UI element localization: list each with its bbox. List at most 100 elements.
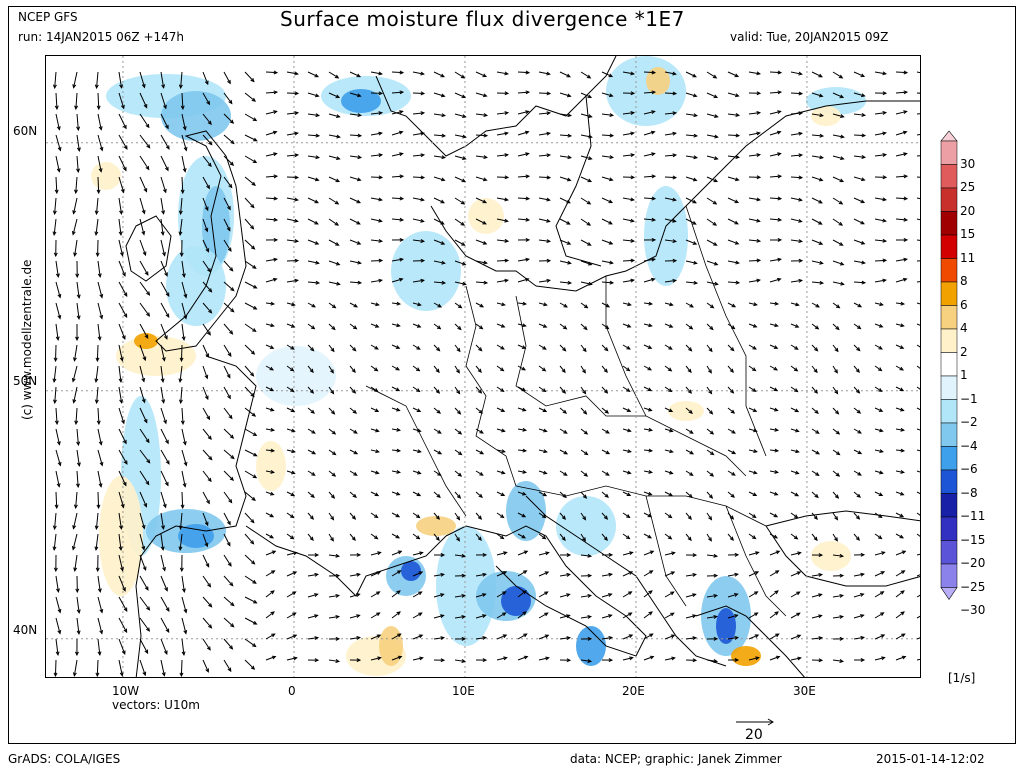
wind-arrow bbox=[433, 572, 446, 577]
wind-arrow bbox=[706, 113, 719, 118]
wind-arrow bbox=[832, 92, 845, 99]
wind-arrow bbox=[916, 323, 920, 326]
wind-arrow bbox=[706, 71, 718, 79]
wind-arrow bbox=[97, 113, 103, 131]
wind-arrow bbox=[202, 554, 210, 568]
wind-arrow bbox=[769, 237, 783, 242]
wind-arrow bbox=[874, 323, 884, 328]
wind-arrow bbox=[874, 197, 887, 202]
wind-arrow bbox=[475, 552, 488, 557]
wind-arrow bbox=[71, 533, 78, 551]
wind-arrow bbox=[96, 407, 101, 426]
wind-arrow bbox=[727, 260, 740, 265]
wind-arrow bbox=[538, 278, 552, 283]
wind-arrow bbox=[727, 635, 740, 640]
wind-arrow bbox=[517, 590, 527, 598]
wind-arrow bbox=[349, 533, 356, 542]
wind-arrow bbox=[307, 323, 316, 330]
wind-arrow bbox=[286, 218, 299, 223]
wind-arrow bbox=[370, 512, 379, 519]
wind-arrow bbox=[328, 491, 336, 499]
wind-arrow bbox=[76, 155, 80, 174]
wind-arrow bbox=[328, 323, 336, 331]
wind-arrow bbox=[54, 176, 59, 195]
wind-arrow bbox=[179, 659, 184, 677]
wind-arrow bbox=[601, 71, 614, 78]
wind-arrow bbox=[286, 533, 295, 540]
wind-arrow bbox=[496, 258, 510, 263]
wind-arrow bbox=[496, 153, 510, 158]
wind-arrow bbox=[643, 386, 653, 392]
wind-arrow bbox=[496, 551, 508, 556]
wind-arrow bbox=[349, 239, 362, 245]
wind-arrow bbox=[265, 90, 279, 95]
wind-arrow bbox=[895, 590, 905, 598]
wind-arrow bbox=[685, 470, 694, 476]
wind-arrow bbox=[94, 218, 99, 237]
wind-arrow bbox=[433, 218, 445, 225]
wind-arrow bbox=[685, 553, 698, 558]
wind-arrow bbox=[706, 176, 719, 183]
wind-arrow bbox=[433, 449, 443, 455]
wind-arrow bbox=[790, 365, 799, 372]
wind-arrow bbox=[180, 176, 185, 195]
wind-arrow bbox=[916, 594, 920, 598]
wind-arrow bbox=[685, 133, 699, 138]
wind-arrow bbox=[727, 449, 737, 455]
wind-arrow bbox=[496, 323, 506, 328]
wind-arrow bbox=[475, 428, 484, 434]
wind-arrow bbox=[118, 197, 123, 215]
wind-arrow bbox=[76, 281, 81, 299]
wind-arrow bbox=[664, 175, 678, 180]
wind-arrow bbox=[559, 449, 569, 455]
colorbar-swatch bbox=[940, 446, 958, 471]
wind-arrow bbox=[559, 636, 572, 641]
colorbar-tick-label: −25 bbox=[960, 579, 986, 594]
lon-label-10w: 10W bbox=[112, 684, 140, 698]
wind-arrow bbox=[538, 571, 550, 577]
vectors-label: vectors: U10m bbox=[112, 698, 200, 712]
wind-arrow bbox=[811, 176, 824, 182]
wind-arrow bbox=[307, 572, 319, 577]
wind-arrow bbox=[328, 113, 341, 118]
wind-arrow bbox=[118, 659, 124, 677]
wind-arrow bbox=[643, 217, 657, 222]
wind-arrow bbox=[622, 634, 634, 640]
wind-arrow bbox=[349, 636, 362, 640]
wind-arrow bbox=[307, 512, 315, 520]
wind-arrow bbox=[811, 302, 820, 308]
wind-arrow bbox=[328, 155, 341, 161]
wind-arrow bbox=[748, 175, 762, 180]
wind-arrow bbox=[265, 570, 276, 577]
wind-arrow bbox=[538, 153, 552, 158]
wind-arrow bbox=[307, 71, 320, 78]
wind-arrow bbox=[118, 512, 123, 530]
wind-arrow bbox=[139, 323, 149, 340]
wind-arrow bbox=[622, 131, 635, 136]
wind-arrow bbox=[811, 553, 824, 558]
wind-arrow bbox=[538, 407, 548, 413]
wind-arrow bbox=[223, 323, 234, 335]
wind-arrow bbox=[559, 470, 568, 476]
wind-arrow bbox=[55, 302, 62, 320]
wind-arrow bbox=[97, 638, 102, 657]
wind-arrow bbox=[853, 133, 867, 138]
wind-arrow bbox=[643, 152, 656, 157]
wind-arrow bbox=[517, 448, 528, 453]
wind-arrow bbox=[202, 134, 213, 146]
wind-arrow bbox=[475, 470, 484, 476]
wind-arrow bbox=[412, 258, 426, 263]
wind-arrow bbox=[769, 90, 783, 95]
wind-arrow bbox=[139, 491, 148, 508]
wind-arrow bbox=[895, 570, 906, 577]
wind-arrow bbox=[496, 512, 505, 519]
wind-arrow bbox=[643, 70, 657, 75]
wind-arrow bbox=[685, 636, 698, 641]
flux-region bbox=[202, 186, 230, 266]
wind-arrow bbox=[916, 637, 920, 640]
wind-arrow bbox=[685, 176, 698, 182]
wind-arrow bbox=[769, 550, 781, 556]
wind-arrow bbox=[622, 365, 631, 372]
wind-arrow bbox=[664, 551, 676, 556]
wind-arrow bbox=[55, 575, 60, 593]
